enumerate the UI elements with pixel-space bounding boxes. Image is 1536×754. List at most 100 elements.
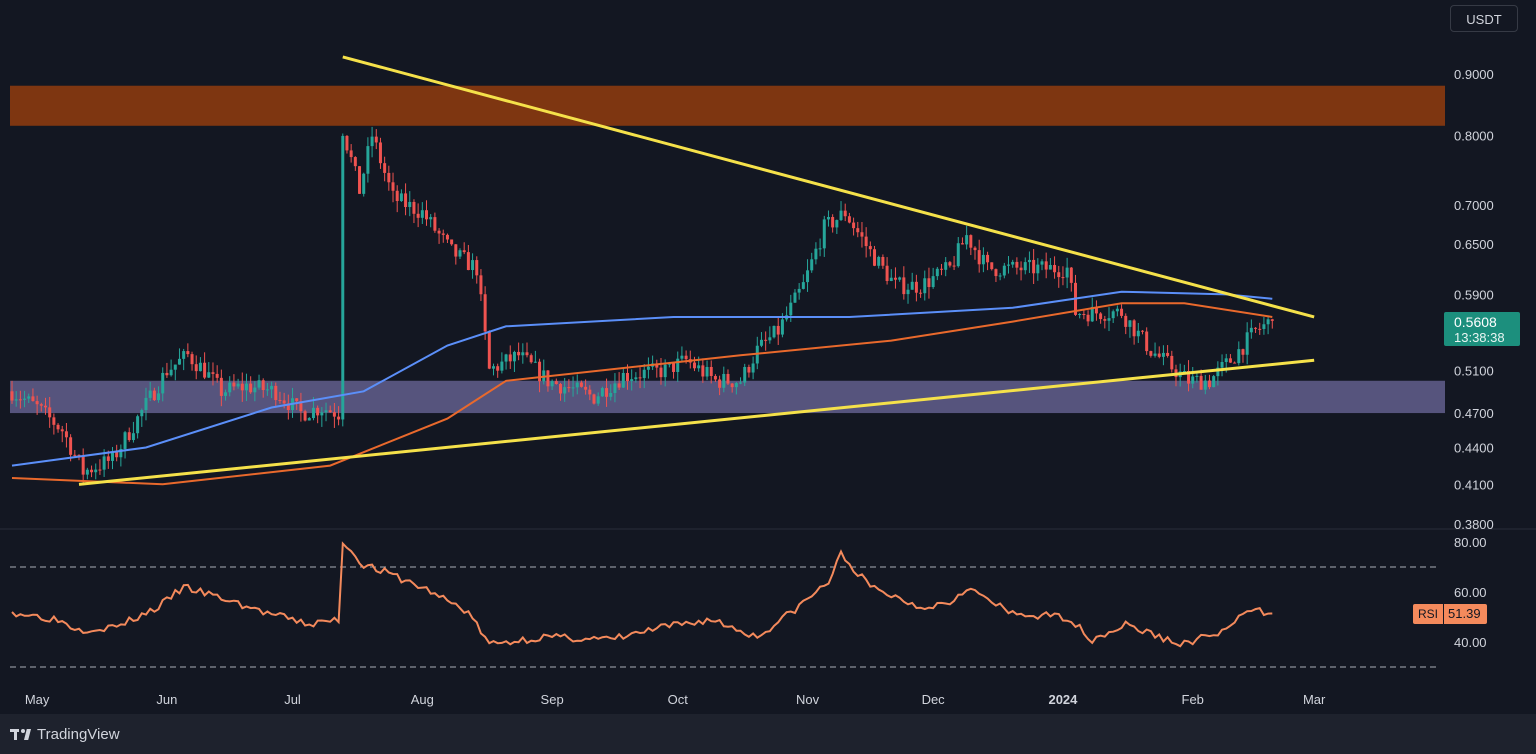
candle-body — [1086, 314, 1090, 322]
candle-body — [23, 398, 27, 400]
candle-body — [198, 362, 202, 372]
candle-body — [847, 216, 851, 223]
candle-body — [1266, 319, 1270, 325]
candle-body — [1187, 370, 1191, 384]
candle-body — [902, 277, 906, 295]
candle-body — [1157, 353, 1161, 357]
candle-body — [98, 469, 102, 471]
candle-body — [1166, 352, 1170, 356]
candle-body — [638, 377, 642, 379]
candle-body — [718, 379, 722, 388]
candle-body — [579, 382, 583, 387]
tradingview-logo[interactable]: TradingView — [10, 724, 120, 744]
time-axis-tick: Feb — [1182, 692, 1204, 707]
candle-body — [454, 244, 458, 257]
price-axis-tick: 0.4400 — [1454, 440, 1494, 455]
candle-body — [1233, 362, 1237, 364]
candle-body — [458, 250, 462, 257]
time-axis-tick: 2024 — [1048, 692, 1078, 707]
candle-body — [1140, 330, 1144, 332]
candle-body — [320, 412, 324, 416]
candle-body — [366, 146, 370, 174]
price-axis-tick: 0.9000 — [1454, 67, 1494, 82]
candle-body — [877, 256, 881, 266]
price-axis-tick: 0.3800 — [1454, 517, 1494, 532]
time-axis-tick: May — [25, 692, 50, 707]
candle-body — [504, 354, 508, 362]
candle-body — [550, 381, 554, 387]
rsi-axis-tick: 80.00 — [1454, 535, 1487, 550]
candle-body — [387, 172, 391, 183]
candle-body — [935, 268, 939, 277]
candle-body — [826, 217, 830, 220]
price-axis-tick: 0.7000 — [1454, 198, 1494, 213]
candle-body — [768, 337, 772, 341]
candle-body — [399, 193, 403, 202]
candle-body — [90, 469, 94, 473]
candle-body — [27, 396, 31, 399]
candle-body — [441, 233, 445, 235]
price-axis-tick: 0.4100 — [1454, 477, 1494, 492]
currency-selector[interactable]: USDT — [1450, 5, 1518, 32]
candle-body — [211, 372, 215, 374]
candle-body — [747, 366, 751, 373]
candle-body — [190, 354, 194, 365]
candle-body — [378, 142, 382, 164]
candle-body — [219, 377, 223, 396]
candle-body — [429, 217, 433, 220]
candle-body — [232, 382, 236, 387]
candle-body — [353, 157, 357, 167]
candle-body — [517, 351, 521, 356]
candle-body — [140, 410, 144, 417]
candle-body — [1153, 353, 1157, 356]
candle-body — [1149, 351, 1153, 356]
candle-body — [893, 277, 897, 280]
candle-body — [998, 275, 1002, 277]
candle-body — [261, 380, 265, 391]
candle-body — [814, 248, 818, 260]
candle-body — [274, 385, 278, 401]
candle-body — [986, 254, 990, 263]
candle-body — [332, 412, 336, 417]
candle-body — [1019, 267, 1023, 271]
candle-body — [307, 418, 311, 421]
time-axis-tick: Sep — [541, 692, 564, 707]
candle-body — [157, 393, 161, 401]
candle-body — [797, 288, 801, 293]
candle-body — [864, 236, 868, 247]
candle-body — [404, 193, 408, 208]
candle-body — [265, 389, 269, 391]
candle-body — [492, 366, 496, 369]
candle-body — [575, 382, 579, 388]
candle-body — [1027, 259, 1031, 263]
candle-body — [571, 387, 575, 389]
candle-body — [412, 201, 416, 214]
candle-body — [303, 411, 307, 421]
candle-body — [801, 282, 805, 289]
candle-body — [881, 256, 885, 266]
candle-body — [169, 369, 173, 376]
candle-body — [466, 252, 470, 271]
candle-body — [538, 361, 542, 382]
candle-body — [420, 210, 424, 218]
candle-body — [194, 364, 198, 372]
candle-body — [960, 243, 964, 245]
candle-body — [1258, 328, 1262, 330]
candle-body — [981, 254, 985, 265]
candle-body — [14, 399, 18, 401]
candle-body — [77, 454, 81, 456]
candle-body — [739, 382, 743, 384]
candle-body — [973, 247, 977, 251]
candle-body — [672, 362, 676, 372]
candle-body — [1065, 267, 1069, 278]
candle-body — [1107, 318, 1111, 321]
candle-body — [592, 394, 596, 404]
candle-body — [1224, 358, 1228, 363]
candle-body — [1212, 376, 1216, 388]
candle-body — [810, 259, 814, 271]
candle-body — [391, 182, 395, 191]
candle-body — [759, 339, 763, 346]
candles — [10, 126, 1274, 486]
candle-body — [1078, 313, 1082, 315]
